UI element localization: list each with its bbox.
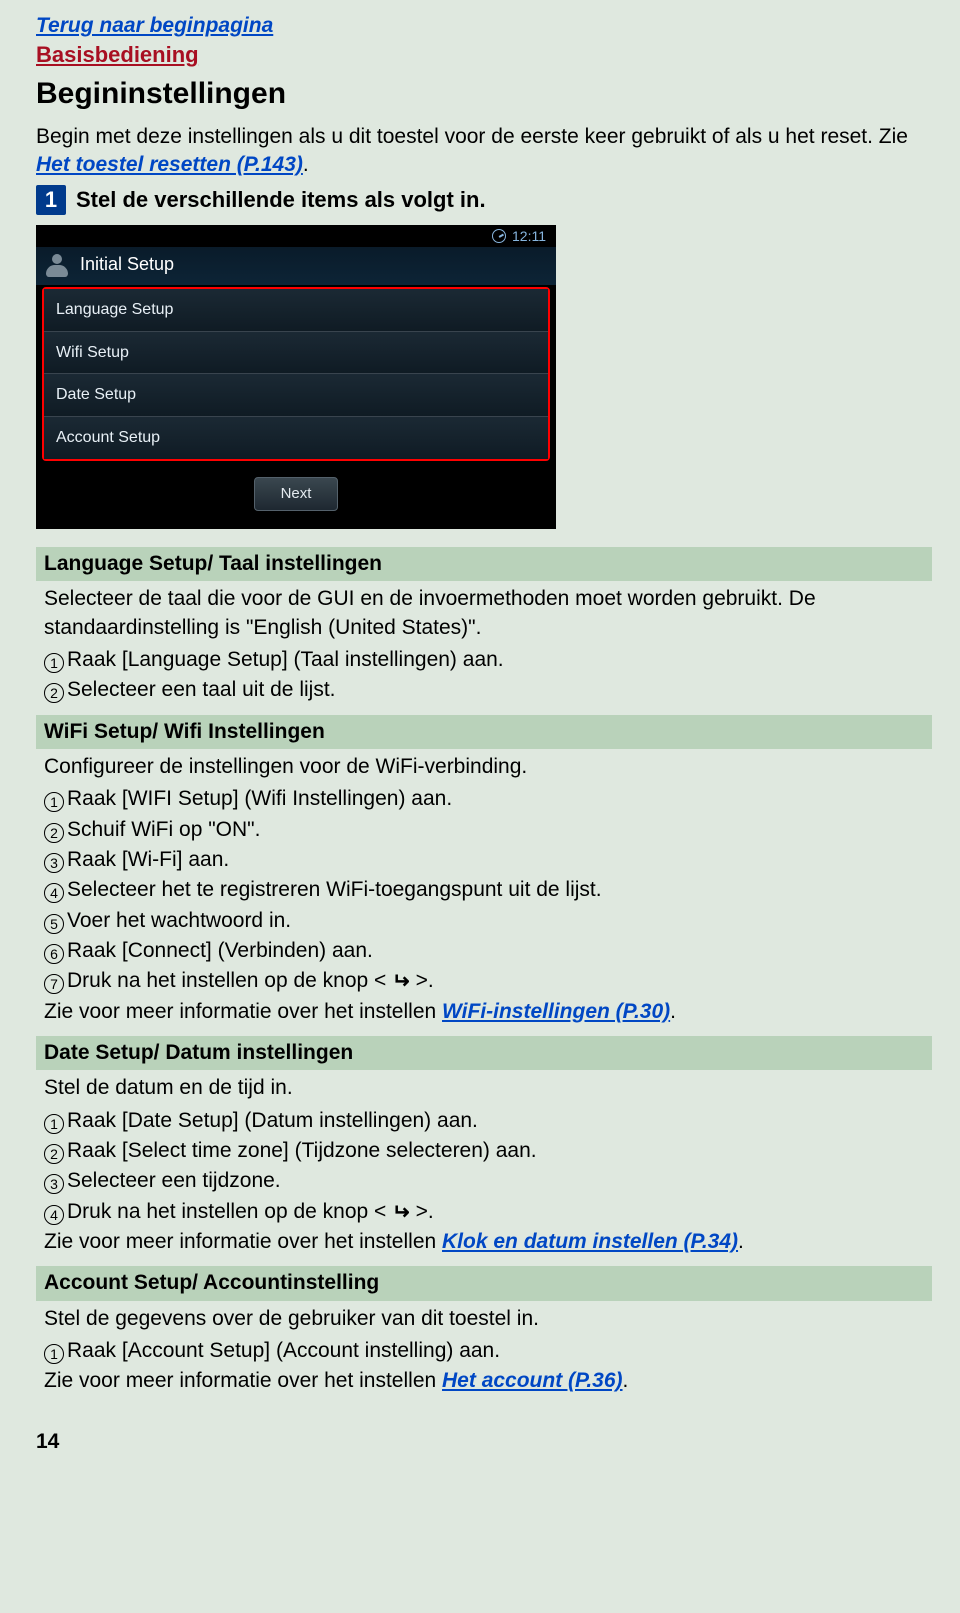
date-step-2: 2Raak [Select time zone] (Tijdzone selec…	[44, 1137, 932, 1165]
wifi-step-4: 4Selecteer het te registreren WiFi-toega…	[44, 876, 932, 904]
date-desc: Stel de datum en de tijd in.	[44, 1074, 932, 1102]
wifi-step-3: 3Raak [Wi-Fi] aan.	[44, 846, 932, 874]
wifi-step-4-text: Selecteer het te registreren WiFi-toegan…	[67, 876, 602, 904]
back-arrow-icon: ↵	[392, 968, 410, 996]
intro-suffix: .	[303, 153, 309, 176]
menu-item-date[interactable]: Date Setup	[44, 374, 548, 417]
section-head-wifi: WiFi Setup/ Wifi Instellingen	[36, 715, 932, 749]
date-more-prefix: Zie voor meer informatie over het instel…	[44, 1230, 442, 1253]
wifi-more-suffix: .	[670, 1000, 676, 1023]
screenshot-footer: Next	[36, 463, 556, 529]
section-head-account: Account Setup/ Accountinstelling	[36, 1266, 932, 1300]
wifi-step-1-text: Raak [WIFI Setup] (Wifi Instellingen) aa…	[67, 785, 452, 813]
circled-6: 6	[44, 944, 64, 964]
highlight-box: Language Setup Wifi Setup Date Setup Acc…	[42, 287, 550, 460]
avatar-icon	[44, 251, 70, 277]
circled-3: 3	[44, 853, 64, 873]
circled-2: 2	[44, 683, 64, 703]
wifi-step-2: 2Schuif WiFi op "ON".	[44, 816, 932, 844]
wifi-more: Zie voor meer informatie over het instel…	[44, 998, 932, 1026]
link-reset[interactable]: Het toestel resetten (P.143)	[36, 153, 303, 176]
account-more-suffix: .	[623, 1369, 629, 1392]
circled-1: 1	[44, 1114, 64, 1134]
account-desc: Stel de gegevens over de gebruiker van d…	[44, 1305, 932, 1333]
date-step-1-text: Raak [Date Setup] (Datum instellingen) a…	[67, 1107, 478, 1135]
wifi-step-6-text: Raak [Connect] (Verbinden) aan.	[67, 937, 373, 965]
circled-1: 1	[44, 792, 64, 812]
language-step-2-text: Selecteer een taal uit de lijst.	[67, 676, 336, 704]
section-head-date: Date Setup/ Datum instellingen	[36, 1036, 932, 1070]
date-step-4: 4Druk na het instellen op de knop < ↵ >.	[44, 1198, 932, 1226]
circled-5: 5	[44, 914, 64, 934]
language-desc: Selecteer de taal die voor de GUI en de …	[44, 585, 932, 642]
link-back-text: Terug naar beginpagina	[36, 14, 273, 37]
account-step-1: 1Raak [Account Setup] (Account instellin…	[44, 1337, 932, 1365]
circled-7: 7	[44, 974, 64, 994]
account-more: Zie voor meer informatie over het instel…	[44, 1367, 932, 1395]
intro-text: Begin met deze instellingen als u dit to…	[36, 125, 908, 148]
page-number: 14	[36, 1428, 932, 1456]
language-step-1-text: Raak [Language Setup] (Taal instellingen…	[67, 646, 504, 674]
page-title: Begininstellingen	[36, 74, 932, 115]
wifi-step-7-text-b: >.	[410, 969, 434, 992]
circled-4: 4	[44, 883, 64, 903]
date-step-4-text-a: Druk na het instellen op de knop <	[67, 1200, 392, 1223]
date-step-4-text-b: >.	[410, 1200, 434, 1223]
screenshot-title: Initial Setup	[80, 252, 174, 276]
back-arrow-icon: ↵	[392, 1199, 410, 1227]
language-step-1: 1Raak [Language Setup] (Taal instellinge…	[44, 646, 932, 674]
wifi-step-1: 1Raak [WIFI Setup] (Wifi Instellingen) a…	[44, 785, 932, 813]
screenshot-statusbar: 12:11	[36, 225, 556, 247]
date-step-3-text: Selecteer een tijdzone.	[67, 1167, 281, 1195]
wifi-more-prefix: Zie voor meer informatie over het instel…	[44, 1000, 442, 1023]
link-clock-date[interactable]: Klok en datum instellen (P.34)	[442, 1230, 738, 1253]
circled-2: 2	[44, 823, 64, 843]
device-screenshot: 12:11 Initial Setup Language Setup Wifi …	[36, 225, 556, 529]
account-step-1-text: Raak [Account Setup] (Account instelling…	[67, 1337, 500, 1365]
link-account[interactable]: Het account (P.36)	[442, 1369, 623, 1392]
menu-item-wifi[interactable]: Wifi Setup	[44, 332, 548, 375]
step-number: 1	[36, 185, 66, 215]
wifi-step-3-text: Raak [Wi-Fi] aan.	[67, 846, 229, 874]
circled-1: 1	[44, 1344, 64, 1364]
wifi-step-7-text-a: Druk na het instellen op de knop <	[67, 969, 392, 992]
next-button[interactable]: Next	[254, 477, 339, 511]
date-more: Zie voor meer informatie over het instel…	[44, 1228, 932, 1256]
wifi-step-5-text: Voer het wachtwoord in.	[67, 907, 291, 935]
wifi-desc: Configureer de instellingen voor de WiFi…	[44, 753, 932, 781]
wifi-step-2-text: Schuif WiFi op "ON".	[67, 816, 260, 844]
intro-paragraph: Begin met deze instellingen als u dit to…	[36, 123, 932, 180]
step-row: 1 Stel de verschillende items als volgt …	[36, 185, 932, 215]
link-back[interactable]: Terug naar beginpagina	[36, 12, 932, 40]
step-text: Stel de verschillende items als volgt in…	[76, 185, 486, 215]
section-head-language: Language Setup/ Taal instellingen	[36, 547, 932, 581]
language-step-2: 2Selecteer een taal uit de lijst.	[44, 676, 932, 704]
account-more-prefix: Zie voor meer informatie over het instel…	[44, 1369, 442, 1392]
screenshot-title-row: Initial Setup	[36, 247, 556, 285]
circled-3: 3	[44, 1174, 64, 1194]
link-wifi-settings[interactable]: WiFi-instellingen (P.30)	[442, 1000, 670, 1023]
clock-icon	[492, 229, 506, 243]
circled-2: 2	[44, 1144, 64, 1164]
menu-item-account[interactable]: Account Setup	[44, 417, 548, 459]
date-step-2-text: Raak [Select time zone] (Tijdzone select…	[67, 1137, 537, 1165]
menu-item-language[interactable]: Language Setup	[44, 289, 548, 332]
date-step-1: 1Raak [Date Setup] (Datum instellingen) …	[44, 1107, 932, 1135]
wifi-step-7: 7Druk na het instellen op de knop < ↵ >.	[44, 967, 932, 995]
wifi-step-5: 5Voer het wachtwoord in.	[44, 907, 932, 935]
date-more-suffix: .	[738, 1230, 744, 1253]
circled-1: 1	[44, 653, 64, 673]
date-step-3: 3Selecteer een tijdzone.	[44, 1167, 932, 1195]
wifi-step-6: 6Raak [Connect] (Verbinden) aan.	[44, 937, 932, 965]
screenshot-time: 12:11	[512, 227, 546, 246]
circled-4: 4	[44, 1205, 64, 1225]
section-header: Basisbediening	[36, 40, 932, 70]
